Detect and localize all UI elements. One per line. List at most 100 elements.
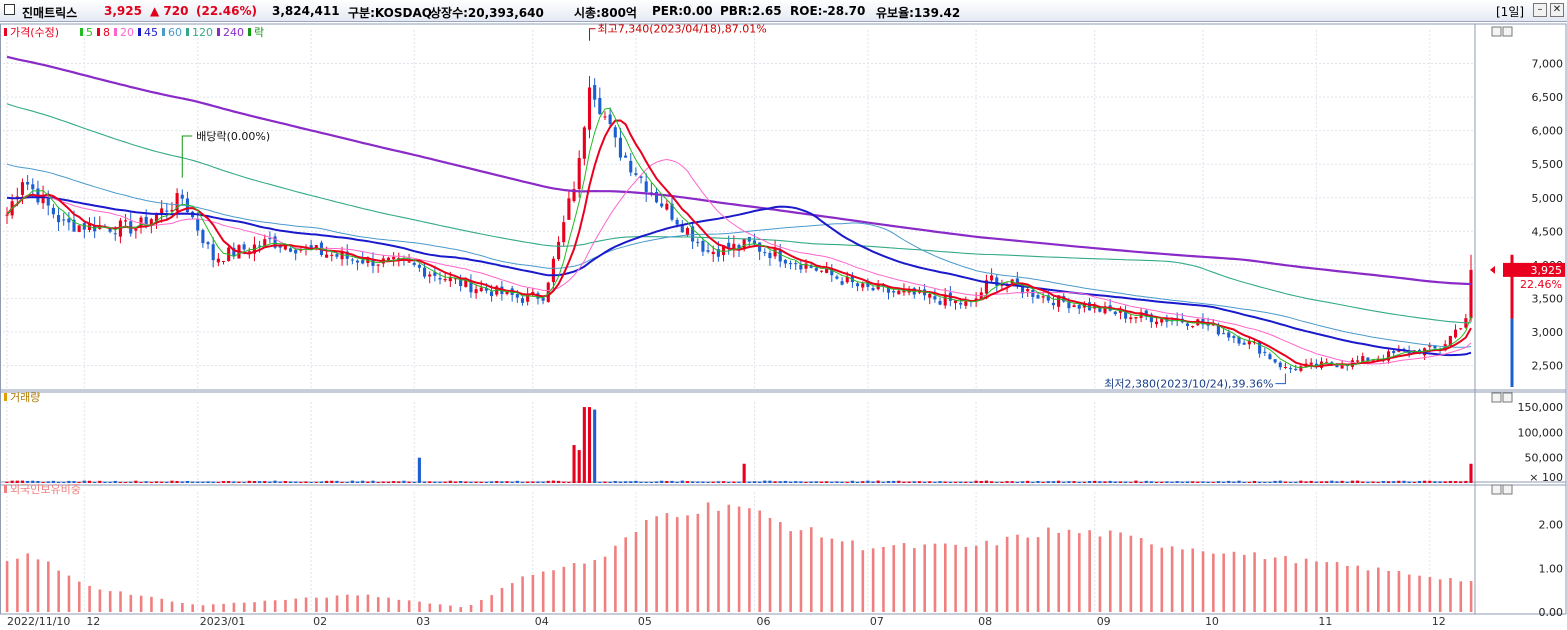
candle-body (520, 298, 525, 303)
candle-body (247, 251, 251, 253)
period-selector[interactable]: [1일] (1496, 5, 1525, 19)
candle-body (1124, 311, 1128, 319)
candle-body (288, 248, 293, 252)
foreign-bar (232, 602, 236, 612)
foreign-bar (480, 600, 483, 612)
panel-maximize-icon (1491, 392, 1502, 403)
volume-bar (758, 481, 762, 483)
foreign-bar (387, 597, 390, 612)
volume-bar (1113, 481, 1117, 483)
candle-body (1144, 310, 1148, 317)
volume-bar (1185, 481, 1190, 483)
foreign-bar (129, 594, 133, 612)
minimize-icon[interactable]: – (1533, 3, 1547, 17)
volume-bar (469, 481, 473, 483)
candle-body (1247, 341, 1251, 345)
foreign-bar (727, 504, 731, 612)
candle-body (459, 280, 463, 287)
candle-body (232, 247, 236, 256)
volume-bar (1160, 481, 1164, 483)
close-icon[interactable]: ✕ (1550, 3, 1564, 17)
volume-bar (113, 480, 117, 483)
foreign-bar (1036, 537, 1040, 612)
volume-bar (1438, 481, 1442, 483)
volume-bar (536, 481, 540, 483)
volume-bar (1072, 481, 1076, 483)
candle-body (221, 260, 226, 262)
foreign-bar (449, 605, 452, 612)
stock-name: 진매트릭스 (22, 6, 78, 20)
volume-bar (232, 481, 236, 483)
candle-body (551, 258, 555, 283)
volume-bar (1026, 480, 1030, 483)
stock-chart[interactable]: 2022/11/10 12 2023/01 02 03 04 05 06 07 08 09 10 11 1… (0, 22, 1567, 630)
dividend-marker (181, 135, 193, 178)
volume-bar (1015, 482, 1019, 483)
volume-bar (593, 409, 597, 483)
foreign-bar (552, 570, 555, 612)
foreign-bar (964, 546, 968, 612)
volume-bar (634, 480, 638, 483)
volume-bar (953, 481, 958, 483)
volume-bar (149, 481, 153, 483)
volume-bar (1118, 481, 1123, 483)
volume-bar (1062, 481, 1066, 483)
foreign-bar (1212, 553, 1215, 612)
foreign-bar (768, 517, 772, 612)
legend-label: 20 (120, 26, 134, 39)
foreign-bar (1469, 580, 1473, 612)
foreign-bar (1428, 577, 1432, 612)
volume-bar (304, 481, 308, 483)
price-change-pct: (22.46%) (196, 4, 257, 18)
candle-body (433, 272, 437, 276)
volume-bar (1356, 480, 1360, 483)
volume-bar (134, 480, 138, 483)
volume-bar (856, 481, 860, 483)
volume-bar (649, 481, 653, 483)
foreign-bar (593, 560, 597, 612)
candle-body (696, 241, 700, 243)
volume-bar (319, 481, 324, 483)
volume-bar (242, 482, 246, 483)
volume-bar (567, 481, 571, 483)
volume-bar (969, 481, 973, 483)
panel-close-icon (1502, 392, 1513, 403)
volume-bar (866, 480, 870, 483)
x-tick-label: 06 (756, 615, 770, 628)
candle-body (1453, 329, 1458, 338)
volume-bar (1345, 481, 1349, 483)
volume-unit-label: × 100 (1529, 471, 1563, 484)
volume-bar (1252, 480, 1257, 483)
market-cap: 시총:800억 (574, 6, 637, 20)
foreign-bar (356, 595, 359, 612)
foreign-bar (1438, 579, 1442, 612)
candle-body (330, 254, 334, 256)
candle-body (866, 281, 870, 287)
candle-body (644, 181, 648, 192)
price-tag (1503, 262, 1565, 277)
candle-body (335, 254, 339, 257)
foreign-bar (160, 598, 164, 612)
candle-body (484, 288, 488, 291)
volume-bar (129, 481, 133, 483)
foreign-bar (1078, 533, 1081, 612)
select-checkbox[interactable] (4, 4, 15, 15)
candle-body (1448, 335, 1452, 346)
foreign-bar (1335, 562, 1339, 612)
price-tag-pointer (1490, 265, 1495, 274)
candle-body (763, 252, 767, 254)
volume-bar (892, 480, 896, 483)
candle-body (1366, 357, 1370, 362)
volume-bar (1453, 481, 1458, 483)
candle-body (995, 277, 999, 286)
foreign-legend-label: 외국인보유비중 (10, 483, 81, 496)
legend-swatch (248, 28, 251, 36)
price-y-tick: 4,500 (1532, 225, 1564, 238)
candle-body (469, 281, 473, 293)
volume-bar (165, 481, 169, 483)
volume-bar (361, 480, 365, 483)
volume-bar (587, 407, 592, 483)
candle-body (160, 208, 164, 214)
volume-bar (1402, 480, 1406, 483)
volume-bar (618, 481, 622, 483)
